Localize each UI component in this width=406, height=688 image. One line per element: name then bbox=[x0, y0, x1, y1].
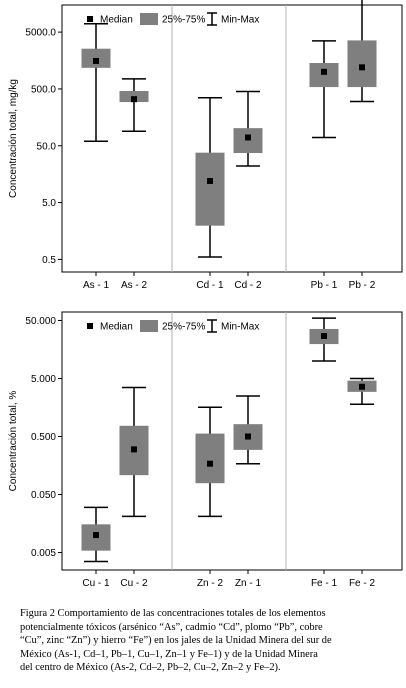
y-tick-label: 0.050 bbox=[31, 490, 56, 501]
x-tick-label: Fe - 1 bbox=[311, 578, 338, 589]
y-tick-label: 50.0 bbox=[37, 141, 57, 152]
median-marker bbox=[245, 433, 251, 440]
iqr-box bbox=[347, 40, 377, 88]
box-cd-1 bbox=[195, 96, 225, 258]
box-pb-2 bbox=[347, 0, 377, 103]
caption-line: del centro de México (As-2, Cd–2, Pb–2, … bbox=[20, 662, 281, 674]
x-tick-label: Fe - 2 bbox=[349, 578, 376, 589]
caption-line: “Cu”, zinc “Zn”) y hierro “Fe”) en los j… bbox=[20, 635, 332, 647]
box-zn-2 bbox=[195, 406, 225, 518]
median-marker bbox=[321, 333, 327, 340]
box-fe-2 bbox=[347, 377, 377, 405]
box-cd-2 bbox=[233, 90, 263, 167]
figure: 5000.0 500.0 50.0 5.0 0.5 Concentración total… bbox=[8, 0, 403, 589]
iqr-box bbox=[309, 63, 339, 88]
median-marker bbox=[359, 64, 365, 71]
legend: Median 25%-75% Min-Max bbox=[87, 12, 259, 26]
box-pb-1 bbox=[309, 40, 339, 139]
legend-iqr-swatch bbox=[140, 13, 158, 25]
y-tick-label: 0.5 bbox=[42, 255, 56, 266]
y-tick-label: 5.0 bbox=[42, 198, 56, 209]
chart-panel-2: 50.000 5.000 0.500 0.050 0.005 Concentración … bbox=[8, 311, 403, 589]
x-tick-label: Pb - 2 bbox=[349, 280, 376, 291]
legend-iqr-label: 25%-75% bbox=[162, 15, 205, 26]
legend-median-marker bbox=[87, 16, 93, 22]
x-tick-label: Pb - 1 bbox=[311, 280, 338, 291]
figure-caption: Figura 2 Comportamiento de las concentra… bbox=[20, 607, 400, 675]
y-tick-label: 0.500 bbox=[31, 432, 56, 443]
median-marker bbox=[207, 177, 213, 184]
chart-panel-1: 5000.0 500.0 50.0 5.0 0.5 Concentración total… bbox=[8, 0, 403, 291]
box-cu-2 bbox=[119, 386, 149, 518]
box-fe-1 bbox=[309, 317, 339, 362]
y-tick-label: 50.000 bbox=[25, 316, 56, 327]
median-marker bbox=[131, 96, 137, 103]
y-tick-label: 500.0 bbox=[31, 84, 56, 95]
box-as-2 bbox=[119, 78, 149, 132]
y-tick-label: 0.005 bbox=[31, 548, 56, 559]
x-tick-label: Cu - 2 bbox=[120, 578, 148, 589]
median-marker bbox=[131, 446, 137, 453]
caption-line: Figura 2 Comportamiento de las concentra… bbox=[20, 608, 326, 619]
x-tick-label: Cu - 1 bbox=[82, 578, 110, 589]
iqr-box bbox=[195, 433, 225, 484]
legend-iqr-swatch bbox=[140, 320, 158, 332]
legend: Median 25%-75% Min-Max bbox=[87, 319, 259, 333]
median-marker bbox=[359, 383, 365, 390]
x-tick-label: Zn - 1 bbox=[235, 578, 262, 589]
x-tick-label: Cd - 1 bbox=[196, 280, 224, 291]
x-tick-label: Cd - 2 bbox=[234, 280, 262, 291]
box-as-1 bbox=[81, 23, 111, 143]
y-axis-title: Concentración total, % bbox=[8, 391, 19, 492]
plot-frame bbox=[61, 4, 403, 273]
median-marker bbox=[245, 134, 251, 141]
x-tick-label: Zn - 2 bbox=[197, 578, 224, 589]
y-tick-label: 5.000 bbox=[31, 374, 56, 385]
legend-median-marker bbox=[87, 323, 93, 329]
median-marker bbox=[93, 58, 99, 65]
iqr-box bbox=[233, 128, 263, 154]
legend-median-label: Median bbox=[100, 15, 133, 26]
iqr-box bbox=[195, 152, 225, 226]
legend-minmax-label: Min-Max bbox=[221, 322, 259, 333]
median-marker bbox=[321, 68, 327, 75]
iqr-box bbox=[233, 424, 263, 450]
box-zn-1 bbox=[233, 395, 263, 465]
legend-median-label: Median bbox=[100, 322, 133, 333]
x-tick-label: As - 1 bbox=[83, 280, 110, 291]
box-cu-1 bbox=[81, 506, 111, 563]
x-tick-label: As - 2 bbox=[121, 280, 148, 291]
caption-line: México (As-1, Cd–1, Pb–1, Cu–1, Zn–1 y F… bbox=[20, 648, 318, 660]
caption-line: potencialmente tóxicos (arsénico “As”, c… bbox=[20, 621, 323, 633]
legend-minmax-label: Min-Max bbox=[221, 15, 259, 26]
median-marker bbox=[207, 460, 213, 467]
legend-iqr-label: 25%-75% bbox=[162, 322, 205, 333]
median-marker bbox=[93, 532, 99, 539]
plot-frame bbox=[61, 311, 403, 571]
y-tick-label: 5000.0 bbox=[25, 28, 56, 39]
y-axis-title: Concentración total, mg/kg bbox=[8, 79, 19, 198]
